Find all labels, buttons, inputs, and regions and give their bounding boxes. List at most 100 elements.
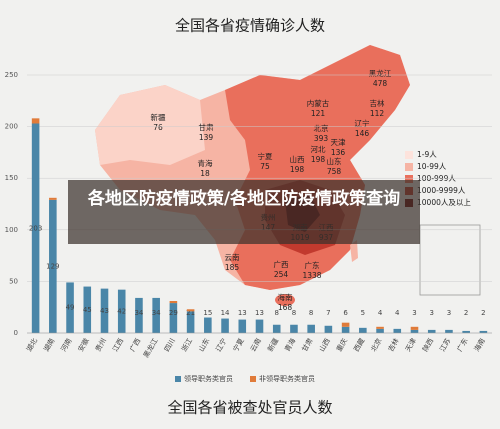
- bar: [290, 324, 298, 333]
- bar: [359, 327, 367, 333]
- value-label: 3: [412, 309, 416, 317]
- province-name: 北京: [314, 123, 329, 133]
- value-label: 8: [309, 309, 313, 317]
- province-value: 136: [331, 148, 346, 157]
- province-name: 黑龙江: [369, 68, 392, 78]
- value-label: 29: [169, 309, 178, 317]
- province-name: 甘肃: [199, 122, 214, 132]
- value-label: 13: [255, 309, 264, 317]
- value-label: 34: [152, 309, 161, 317]
- value-label: 129: [46, 262, 59, 270]
- bar: [221, 318, 229, 333]
- province-name: 天津: [331, 138, 346, 147]
- x-tick-label: 西藏: [352, 337, 367, 354]
- value-label: 5: [361, 309, 365, 317]
- value-label: 3: [429, 309, 433, 317]
- province-value: 168: [278, 303, 293, 312]
- province-name: 山西: [290, 154, 305, 164]
- value-label: 34: [134, 309, 143, 317]
- legend-swatch: [250, 376, 256, 382]
- bar: [100, 288, 109, 333]
- x-tick-label: 陕西: [420, 337, 435, 354]
- y-tick-label: 150: [5, 174, 18, 182]
- province-name: 广东: [305, 260, 320, 270]
- bar: [49, 199, 57, 333]
- bar: [169, 301, 178, 304]
- bar: [204, 317, 212, 333]
- province-name: 内蒙古: [307, 98, 330, 108]
- bar: [272, 324, 281, 333]
- bar: [427, 329, 436, 333]
- bar: [462, 330, 470, 333]
- x-tick-label: 江苏: [438, 337, 453, 354]
- x-tick-label: 天津: [404, 337, 418, 353]
- y-tick-label: 200: [5, 123, 18, 131]
- x-tick-label: 重庆: [334, 337, 349, 354]
- legend-swatch: [175, 376, 181, 382]
- province-value: 112: [370, 109, 385, 118]
- value-label: 21: [186, 309, 195, 317]
- province-value: 1338: [302, 271, 321, 280]
- y-tick-label: 50: [9, 277, 18, 285]
- bar: [393, 328, 402, 333]
- x-tick-label: 宁夏: [231, 337, 246, 354]
- province-name: 吉林: [370, 98, 385, 108]
- x-tick-label: 海南: [472, 337, 487, 354]
- x-tick-label: 云南: [248, 337, 263, 354]
- x-tick-label: 青海: [283, 337, 298, 354]
- x-tick-label: 辽宁: [214, 337, 229, 354]
- chart-title: 全国各省被查处官员人数: [167, 399, 332, 417]
- banner[interactable]: 各地区防疫情政策/各地区防疫情政策查询: [68, 180, 420, 244]
- province-value: 121: [311, 109, 326, 118]
- value-label: 45: [83, 306, 92, 314]
- province-name: 辽宁: [355, 118, 370, 128]
- legend-swatch: [405, 151, 413, 159]
- bar: [255, 319, 264, 333]
- bar: [83, 286, 92, 333]
- bar: [238, 319, 247, 333]
- legend-label: 100-999人: [417, 174, 456, 183]
- legend-swatch: [405, 163, 413, 171]
- legend-label: 10000人及以上: [417, 198, 471, 207]
- value-label: 8: [274, 309, 278, 317]
- x-tick-label: 吉林: [386, 337, 401, 354]
- legend-label: 1-9人: [417, 150, 437, 159]
- value-label: 42: [117, 307, 126, 315]
- x-tick-label: 江西: [111, 337, 125, 353]
- x-tick-label: 贵州: [93, 337, 108, 354]
- legend-label: 领导职务类官员: [184, 374, 233, 383]
- bar: [307, 324, 315, 333]
- bar: [117, 289, 126, 333]
- value-label: 49: [66, 304, 75, 312]
- legend-label: 10-99人: [417, 162, 447, 171]
- province-name: 青海: [198, 158, 213, 168]
- bar: [445, 329, 453, 333]
- province-value: 478: [373, 79, 388, 88]
- x-tick-label: 甘肃: [300, 337, 315, 354]
- bar: [135, 297, 143, 333]
- province-value: 393: [314, 134, 329, 143]
- bar: [31, 123, 40, 333]
- value-label: 14: [221, 309, 230, 317]
- map-title: 全国各省疫情确诊人数: [175, 17, 325, 35]
- province-name: 云南: [225, 252, 240, 262]
- x-tick-label: 湖北: [24, 337, 39, 354]
- value-label: 7: [326, 309, 330, 317]
- bar: [169, 303, 178, 333]
- x-tick-label: 山东: [197, 337, 212, 354]
- province-value: 185: [225, 263, 240, 272]
- x-tick-label: 湖南: [42, 337, 57, 354]
- bar: [186, 311, 195, 333]
- bar: [31, 118, 40, 124]
- bar: [324, 325, 333, 333]
- province-value: 146: [355, 129, 370, 138]
- value-label: 8: [292, 309, 296, 317]
- y-tick-label: 100: [5, 226, 18, 234]
- legend-label: 非领导职务类官员: [259, 374, 315, 383]
- province-name: 河北: [311, 145, 326, 154]
- province-name: 广西: [274, 259, 289, 269]
- x-tick-label: 广西: [128, 337, 143, 354]
- x-tick-label: 广东: [455, 337, 470, 354]
- province-value: 75: [260, 162, 270, 171]
- value-label: 2: [464, 309, 468, 317]
